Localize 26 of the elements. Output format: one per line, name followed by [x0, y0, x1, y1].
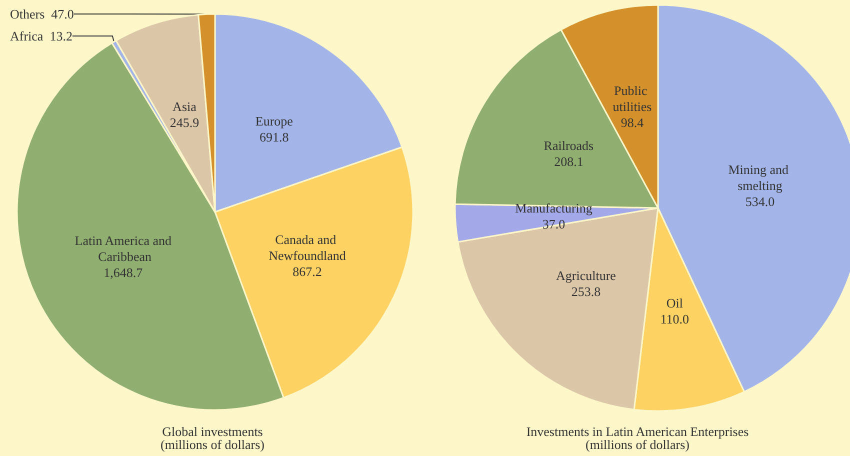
slice-label: Oil [666, 296, 684, 311]
data-label: 691.8 [260, 129, 289, 144]
slice-label: Europe [255, 113, 294, 128]
data-label: 867.2 [292, 264, 322, 280]
slice-label: Mining and smelting [728, 162, 792, 193]
slice-label: Asia [172, 99, 197, 114]
data-label: 37.0 [542, 216, 566, 232]
slice-label: Agriculture [556, 268, 616, 284]
slice-label: Railroads [544, 138, 594, 154]
slice-label: Others 47.0 [10, 6, 74, 22]
data-label: 110.0 [660, 312, 690, 327]
text: Global investments [162, 424, 263, 439]
text: Investments in Latin American Enterprises [526, 424, 749, 439]
data-label: 1,648.7 [104, 264, 144, 280]
slice-label: Latin America and Caribbean [74, 232, 172, 264]
slice-label: Canada and Newfoundland [268, 232, 346, 264]
data-label: 245.9 [170, 115, 200, 130]
data-label: 208.1 [554, 154, 584, 170]
data-label: 534.0 [745, 194, 775, 209]
data-label: 98.4 [620, 115, 644, 130]
slice-label: Africa 13.2 [10, 28, 72, 44]
text: (millions of dollars) [586, 437, 690, 452]
text: (millions of dollars) [160, 437, 264, 452]
data-label: 253.8 [571, 284, 601, 300]
slice-label: Public utilities [612, 83, 652, 114]
slice-label: Manufacturing [515, 200, 593, 216]
